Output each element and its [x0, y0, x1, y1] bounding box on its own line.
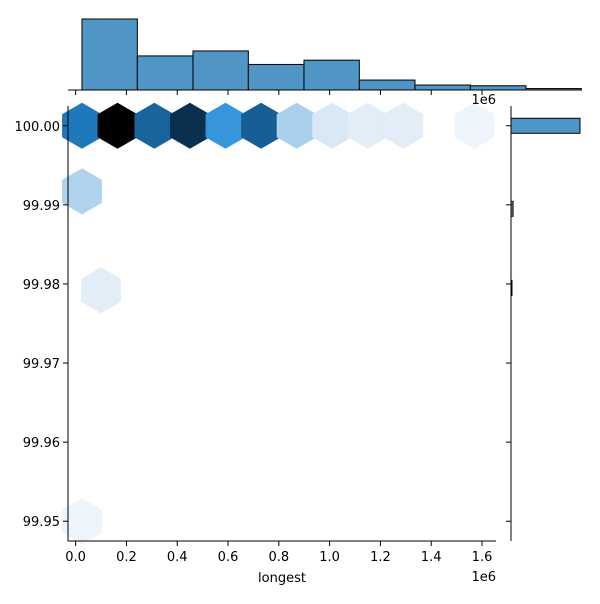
top-hist-bar-1 [136, 55, 194, 91]
y-tick-label-4: 99.96 [23, 436, 60, 451]
hexbin-8 [347, 102, 388, 149]
hexbin-13 [62, 498, 102, 545]
y-tick-label-1: 99.99 [23, 199, 60, 214]
x-axis-label: longest [258, 571, 306, 586]
top-hist-bar-2 [192, 50, 249, 91]
hexbin-7 [312, 102, 353, 149]
hexbin-11 [62, 168, 102, 215]
x-tick-label-3: 0.6 [218, 550, 239, 565]
hexbin-4 [205, 102, 246, 149]
hexbin-6 [276, 102, 317, 149]
top-hist-bar-5 [358, 79, 416, 91]
y-tick-label-2: 99.98 [23, 278, 60, 293]
top-hist-bar-0 [81, 18, 138, 91]
hexbin-9 [383, 102, 424, 149]
hexbin-3 [170, 102, 210, 149]
top-hist-bar-6 [414, 84, 471, 91]
hexbin-0 [62, 102, 102, 149]
hexbin-12 [81, 267, 121, 314]
x-tick-label-6: 1.2 [370, 550, 391, 565]
hexbin-1 [97, 102, 138, 149]
x-tick-label-7: 1.4 [421, 550, 442, 565]
right-hist-bar-0 [510, 117, 581, 134]
hexbin-5 [241, 102, 281, 149]
x-tick-label-0: 0.0 [65, 550, 86, 565]
y-tick-label-5: 99.95 [23, 515, 60, 530]
x-offset-label: 1e6 [471, 570, 496, 585]
x-tick-label-5: 1.0 [319, 550, 340, 565]
top-hist-bar-3 [247, 63, 305, 91]
x-tick-label-1: 0.2 [116, 550, 137, 565]
hexbin-2 [134, 102, 175, 149]
y-tick-label-0: 100.00 [15, 120, 61, 135]
x-tick-label-4: 0.8 [268, 550, 289, 565]
y-tick-label-3: 99.97 [23, 357, 60, 372]
top-offset-label: 1e6 [471, 93, 496, 108]
top-hist-bar-7 [469, 85, 527, 91]
top-hist-bar-8 [525, 88, 582, 91]
x-tick-label-8: 1.6 [472, 550, 493, 565]
hexbin-10 [454, 102, 495, 149]
top-hist-bar-4 [303, 59, 360, 91]
x-tick-label-2: 0.4 [167, 550, 188, 565]
